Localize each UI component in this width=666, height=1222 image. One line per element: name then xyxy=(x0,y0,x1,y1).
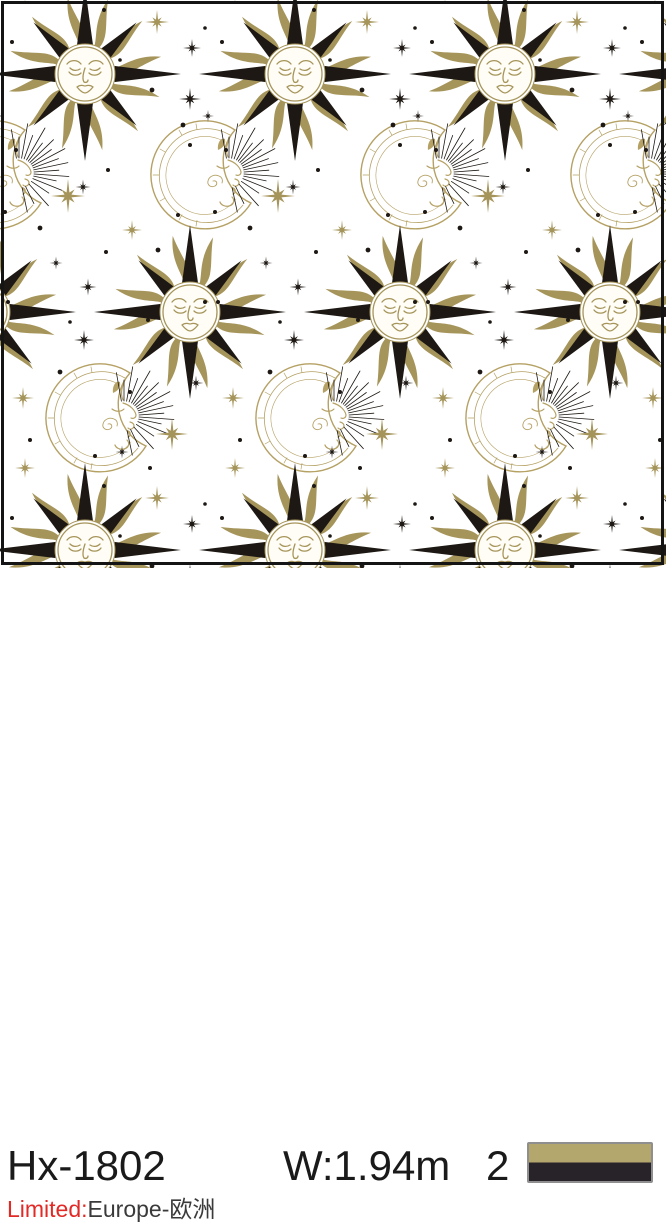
product-info-bar: Hx-1802 W:1.94m 2 Limited:Europe-欧洲 xyxy=(0,568,666,1222)
pattern-tiles xyxy=(0,0,666,568)
swatch-black-half xyxy=(528,1162,652,1182)
limited-label: Limited: xyxy=(7,1196,88,1222)
colorway-count: 2 xyxy=(486,1142,510,1189)
pattern-frame-border xyxy=(1,1,664,565)
colorway-swatch xyxy=(527,1142,653,1183)
product-code: Hx-1802 xyxy=(7,1142,166,1189)
limited-region-line: Limited:Europe-欧洲 xyxy=(7,1196,216,1222)
fabric-pattern-preview xyxy=(0,0,666,568)
product-width: W:1.94m xyxy=(283,1142,451,1189)
swatch-gold-half xyxy=(528,1143,652,1163)
limited-value: Europe-欧洲 xyxy=(87,1196,216,1222)
